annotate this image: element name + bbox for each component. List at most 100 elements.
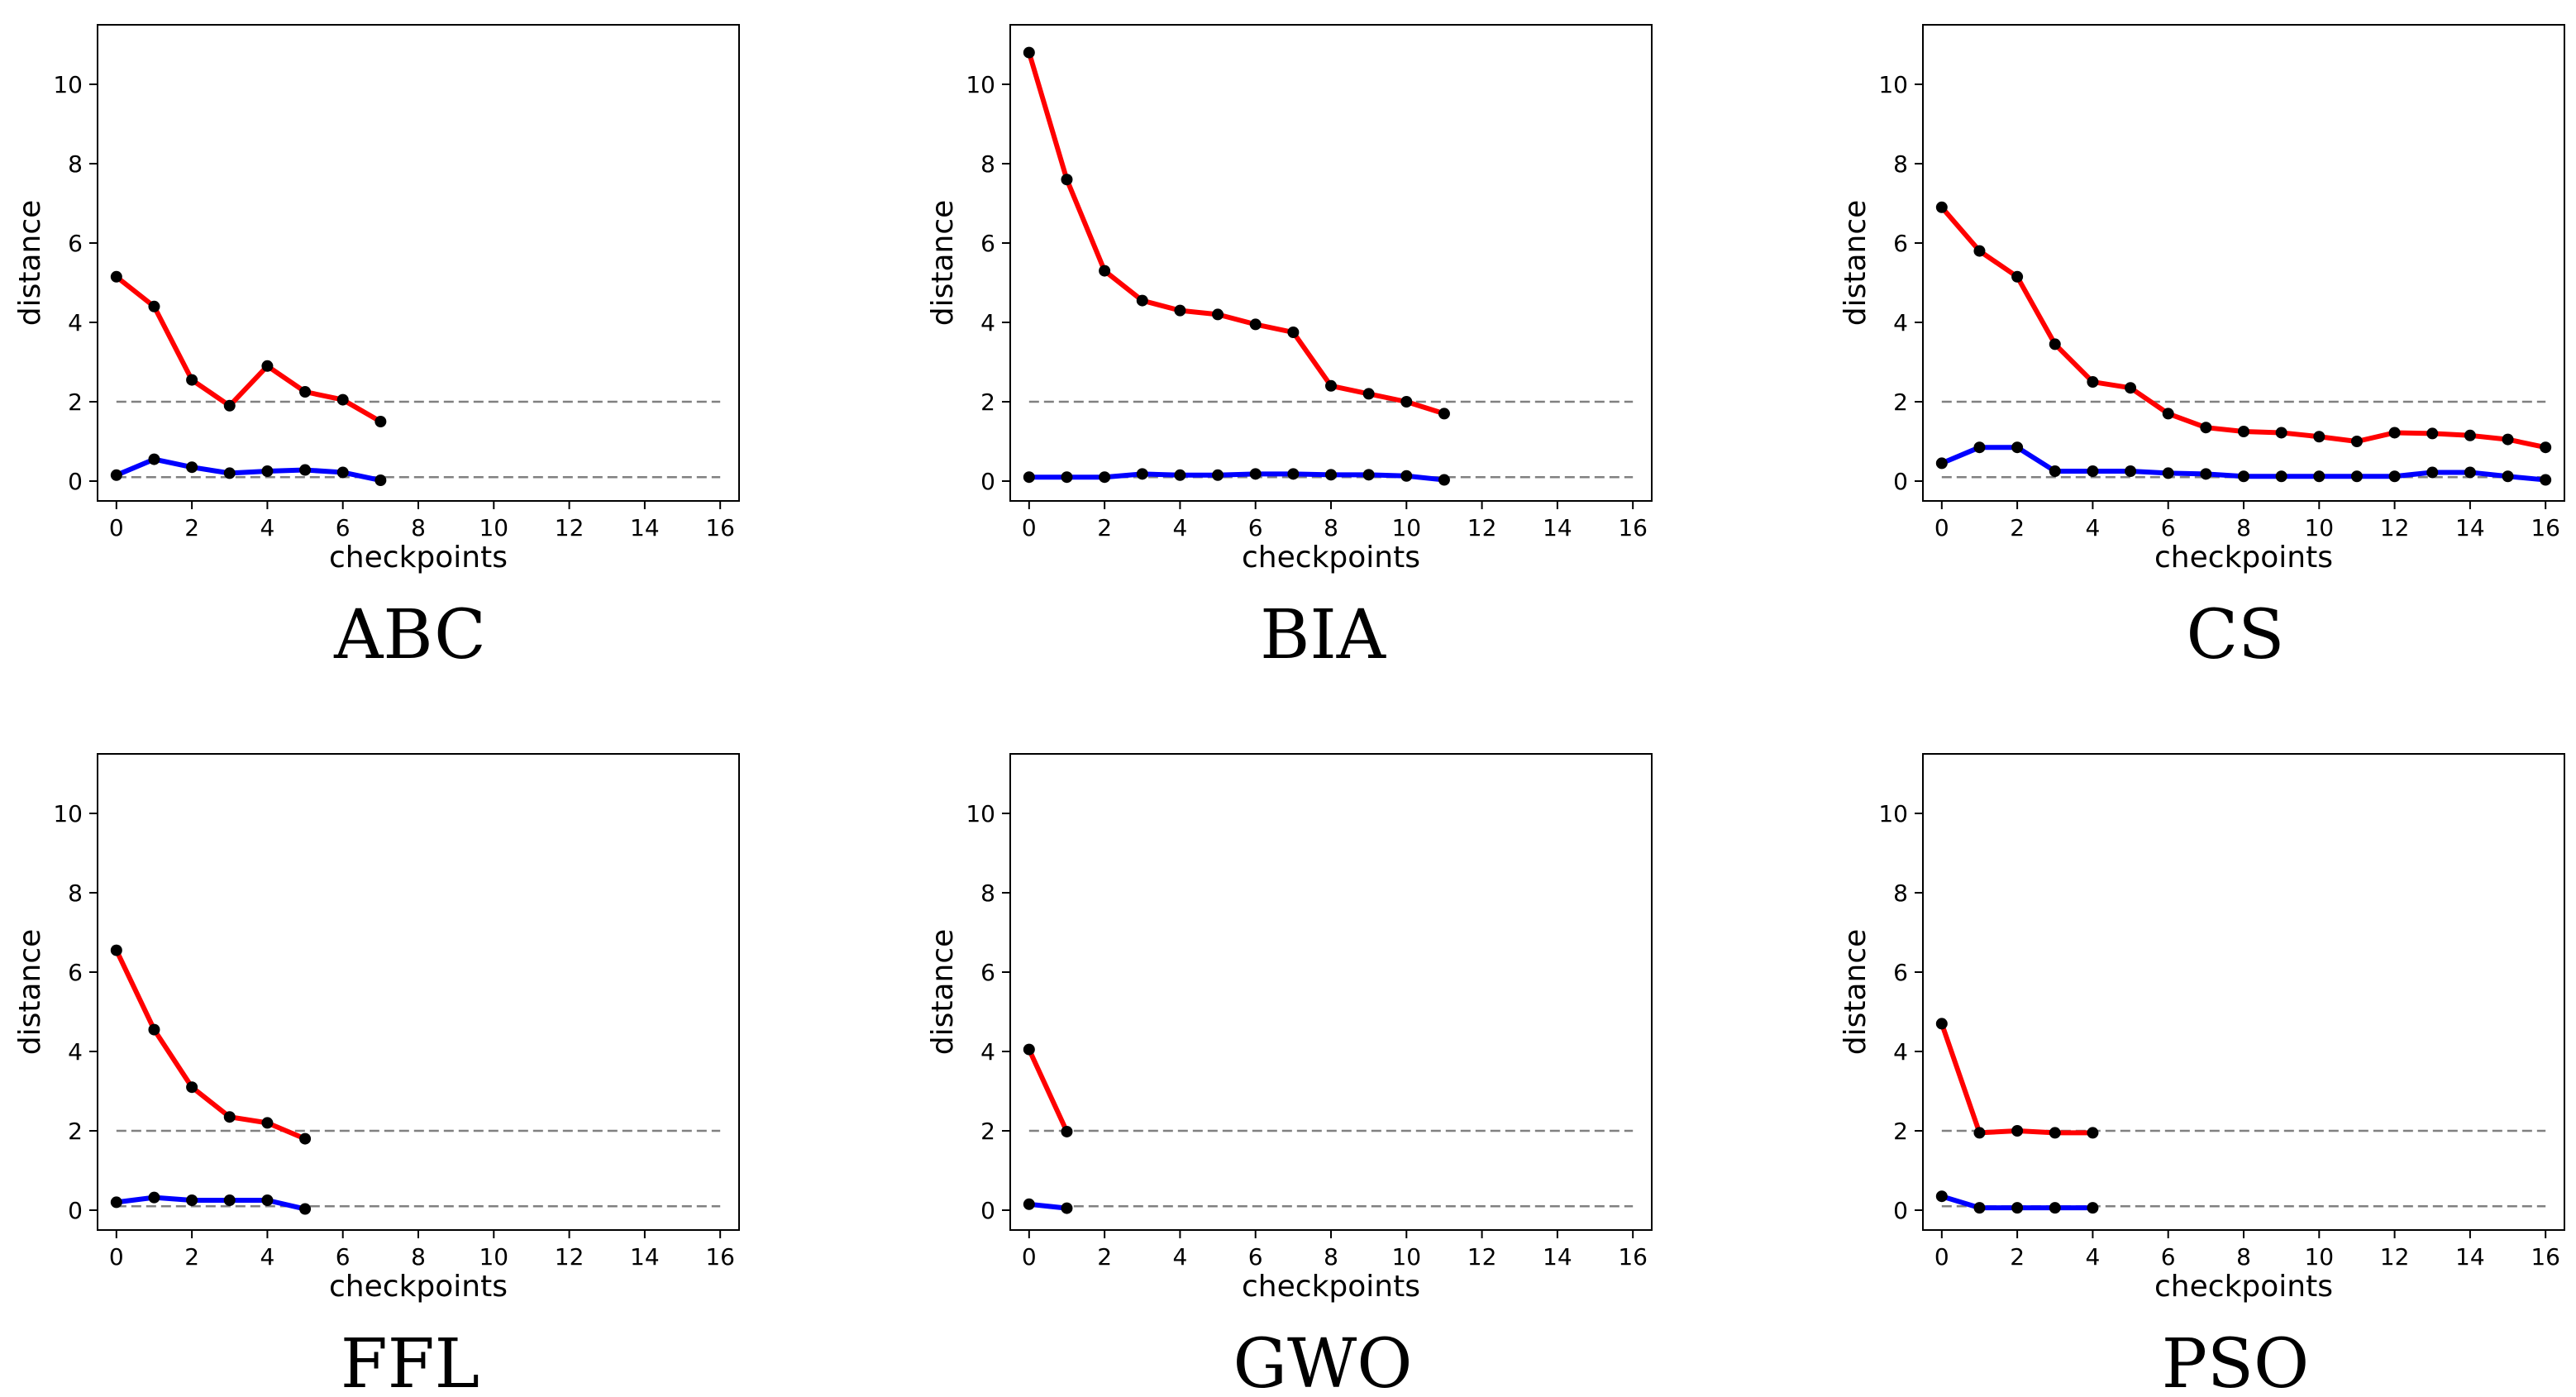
y-tick-label: 2 (980, 389, 995, 416)
y-tick-label: 6 (68, 230, 83, 257)
x-tick-label: 4 (260, 514, 274, 541)
data-point-red (1023, 46, 1035, 59)
data-point-red (110, 944, 122, 956)
data-point-red (1973, 1127, 1986, 1139)
data-point-red (1325, 379, 1337, 392)
data-point-blue (336, 466, 349, 479)
data-point-blue (223, 1194, 236, 1206)
data-point-blue (2087, 1202, 2099, 1214)
data-point-blue (186, 1194, 198, 1206)
data-point-red (1212, 308, 1224, 321)
x-tick-label: 4 (1172, 1243, 1187, 1271)
x-tick-label: 6 (1248, 1243, 1263, 1271)
data-point-blue (299, 464, 312, 476)
y-tick-label: 6 (980, 230, 995, 257)
panel-title: FFL (341, 1325, 479, 1397)
x-tick-label: 12 (1467, 514, 1497, 541)
x-axis-label: checkpoints (1242, 541, 1420, 575)
data-point-red (1438, 408, 1450, 420)
chart-gwo: 0 2 4 6 8 10 12 14 160246810checkpointsdistanceG… (926, 753, 1653, 1397)
data-point-blue (2350, 470, 2363, 483)
x-tick-label: 10 (479, 1243, 508, 1271)
plot-frame (1009, 24, 1653, 502)
y-tick-label: 2 (68, 1118, 83, 1145)
data-point-red (1287, 327, 1300, 338)
data-point-red (261, 360, 274, 372)
data-point-blue (1136, 468, 1148, 480)
data-point-blue (2464, 466, 2476, 479)
y-tick-label: 0 (1893, 1197, 1908, 1224)
y-tick-label: 2 (1893, 1118, 1908, 1145)
data-point-red (1023, 1043, 1035, 1056)
data-point-blue (1935, 1190, 1948, 1203)
x-tick-label: 16 (2531, 514, 2560, 541)
panel-title: BIA (1260, 596, 1387, 675)
x-tick-label: 8 (411, 1243, 426, 1271)
data-point-blue (1249, 468, 1262, 480)
data-point-blue (1973, 1202, 1986, 1214)
data-point-red (2502, 433, 2514, 446)
x-tick-label: 2 (1097, 514, 1112, 541)
x-tick-label: 16 (705, 1243, 735, 1271)
data-point-blue (299, 1203, 312, 1215)
x-tick-label: 6 (336, 514, 351, 541)
data-point-red (2540, 441, 2552, 454)
y-tick-label: 8 (980, 150, 995, 178)
x-tick-label: 0 (1934, 1243, 1949, 1271)
data-point-red (1099, 265, 1111, 277)
data-point-blue (223, 467, 236, 479)
plot-frame (1009, 753, 1653, 1231)
x-tick-label: 6 (1248, 514, 1263, 541)
y-tick-label: 8 (68, 150, 83, 178)
x-tick-label: 2 (2010, 514, 2025, 541)
data-point-blue (2275, 470, 2287, 483)
series-line-red (113, 274, 384, 424)
data-point-blue (1023, 1198, 1035, 1210)
data-point-red (2087, 376, 2099, 388)
y-axis-label: distance (1839, 929, 1872, 1056)
y-tick-label: 10 (53, 71, 83, 98)
x-tick-label: 0 (109, 514, 124, 541)
x-tick-label: 8 (2236, 1243, 2251, 1271)
x-tick-label: 14 (630, 1243, 660, 1271)
x-axis-label: checkpoints (1242, 1270, 1420, 1304)
data-point-red (2011, 270, 2024, 283)
x-tick-label: 16 (1618, 514, 1648, 541)
x-axis-label: checkpoints (329, 1270, 508, 1304)
y-tick-label: 8 (1893, 880, 1908, 907)
data-point-red (1249, 318, 1262, 331)
series-line-red (1939, 204, 2549, 451)
data-point-red (223, 1111, 236, 1123)
data-point-red (223, 399, 236, 412)
y-tick-label: 6 (980, 959, 995, 986)
data-point-blue (2087, 465, 2099, 477)
x-tick-label: 2 (2010, 1243, 2025, 1271)
data-point-red (2313, 431, 2326, 443)
data-point-blue (110, 1196, 122, 1209)
data-point-blue (1325, 469, 1337, 481)
data-point-red (2125, 382, 2137, 394)
data-point-blue (2162, 467, 2174, 479)
x-tick-label: 8 (1324, 514, 1338, 541)
panel-title: CS (2187, 596, 2285, 675)
data-point-red (2200, 422, 2212, 434)
data-point-blue (1212, 469, 1224, 481)
data-point-red (148, 1023, 160, 1036)
data-point-blue (374, 474, 387, 487)
x-tick-label: 14 (1543, 1243, 1572, 1271)
panel-title: PSO (2162, 1325, 2310, 1397)
y-tick-label: 8 (1893, 150, 1908, 178)
data-point-red (186, 1081, 198, 1094)
y-tick-label: 0 (68, 468, 83, 495)
data-point-blue (148, 453, 160, 465)
y-tick-label: 4 (980, 309, 995, 336)
data-point-blue (2125, 465, 2137, 477)
x-tick-label: 0 (1022, 514, 1037, 541)
data-point-blue (2049, 465, 2061, 477)
chart-bia: 0 2 4 6 8 10 12 14 160246810checkpointsdistanceB… (926, 24, 1653, 675)
y-tick-label: 6 (1893, 959, 1908, 986)
y-tick-label: 4 (980, 1038, 995, 1066)
y-tick-label: 2 (1893, 389, 1908, 416)
x-tick-label: 8 (1324, 1243, 1338, 1271)
